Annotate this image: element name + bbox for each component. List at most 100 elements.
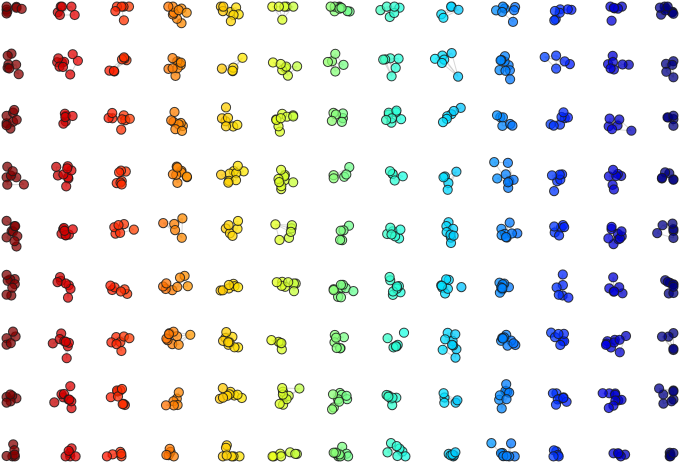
- graph-node: [489, 157, 500, 168]
- graph-node: [161, 278, 172, 289]
- graph-node: [608, 164, 619, 175]
- graph-node: [393, 53, 404, 64]
- graph-node: [128, 224, 139, 235]
- graph-node: [446, 48, 457, 59]
- graph-node: [5, 389, 16, 400]
- graph-node: [551, 63, 562, 74]
- graph-node: [52, 277, 63, 288]
- graph-node: [110, 6, 121, 17]
- graph-node: [436, 280, 447, 291]
- graph-node: [60, 336, 71, 347]
- graph-node: [61, 181, 72, 192]
- graph-node: [292, 61, 303, 72]
- graph-node: [453, 71, 464, 82]
- graph-node: [277, 14, 288, 25]
- graph-node: [1, 120, 12, 131]
- graph-node: [496, 403, 507, 414]
- graph-node: [113, 220, 124, 231]
- graph-node: [51, 161, 62, 172]
- graph-node: [508, 5, 520, 16]
- graph-node: [667, 59, 678, 71]
- graph-node: [117, 399, 128, 410]
- graph-node: [440, 334, 451, 345]
- graph-node: [548, 120, 559, 131]
- graph-node: [116, 179, 127, 190]
- graph-node: [666, 396, 677, 407]
- graph-node: [397, 171, 408, 182]
- graph-node: [668, 281, 679, 292]
- graph-node: [452, 395, 463, 406]
- graph-node: [163, 329, 174, 340]
- graph-node: [288, 111, 299, 122]
- graph-node: [59, 225, 70, 236]
- graph-node: [341, 169, 352, 180]
- graph-node: [221, 327, 232, 338]
- graph-node: [437, 117, 449, 128]
- graph-node: [63, 445, 74, 456]
- graph-node: [170, 225, 181, 236]
- graph-node: [662, 1, 673, 12]
- graph-node: [185, 329, 196, 340]
- graph-node: [546, 170, 558, 181]
- graph-node: [657, 220, 668, 231]
- graph-node: [69, 9, 80, 21]
- graph-node: [223, 337, 234, 348]
- graph-node: [67, 110, 78, 122]
- graph-node: [335, 292, 347, 303]
- graph-node: [563, 292, 574, 303]
- graph-node: [508, 338, 519, 349]
- graph-node: [616, 226, 627, 237]
- graph-node: [67, 224, 78, 235]
- graph-node: [5, 338, 16, 349]
- graph-node: [232, 215, 244, 227]
- graph-node: [223, 279, 234, 291]
- graph-node: [626, 125, 637, 136]
- graph-node: [605, 63, 616, 74]
- graph-node: [553, 328, 564, 340]
- graph-node: [555, 339, 566, 351]
- graph-node: [16, 3, 27, 14]
- graph-node: [61, 353, 72, 364]
- graph-node: [497, 6, 508, 18]
- graph-node: [558, 392, 569, 404]
- graph-node: [166, 115, 177, 126]
- graph-node: [439, 397, 450, 408]
- graph-node: [267, 451, 278, 462]
- graph-node: [668, 8, 679, 19]
- graph-node: [177, 213, 188, 224]
- graph-node: [176, 232, 187, 243]
- graph-node: [562, 4, 573, 15]
- graph-node: [290, 448, 301, 459]
- graph-node: [49, 397, 60, 408]
- graph-node: [336, 116, 347, 128]
- graph-node: [549, 221, 560, 232]
- graph-node: [285, 226, 296, 237]
- graph-node: [502, 157, 513, 168]
- graph-node: [398, 327, 410, 338]
- graph-node: [438, 388, 449, 399]
- graph-node: [160, 400, 172, 411]
- graph-node: [501, 394, 512, 405]
- graph-node: [558, 107, 569, 118]
- graph-node: [438, 12, 449, 23]
- graph-node: [614, 334, 625, 345]
- graph-node: [548, 451, 559, 462]
- graph-node: [232, 119, 243, 131]
- graph-node: [389, 1, 400, 12]
- graph-node: [1, 1, 12, 12]
- graph-node: [447, 339, 458, 350]
- graph-node: [217, 392, 229, 403]
- graph-node: [277, 383, 288, 394]
- graph-node: [668, 386, 679, 397]
- graph-node: [668, 232, 679, 244]
- graph-node: [450, 352, 461, 363]
- graph-node: [507, 120, 518, 131]
- graph-node: [341, 390, 352, 401]
- graph-node: [604, 113, 615, 124]
- graph-node: [389, 175, 400, 186]
- graph-node: [7, 282, 18, 293]
- graph-node: [328, 285, 339, 296]
- graph-node: [331, 342, 342, 354]
- graph-node: [326, 115, 337, 127]
- graph-node: [227, 230, 238, 241]
